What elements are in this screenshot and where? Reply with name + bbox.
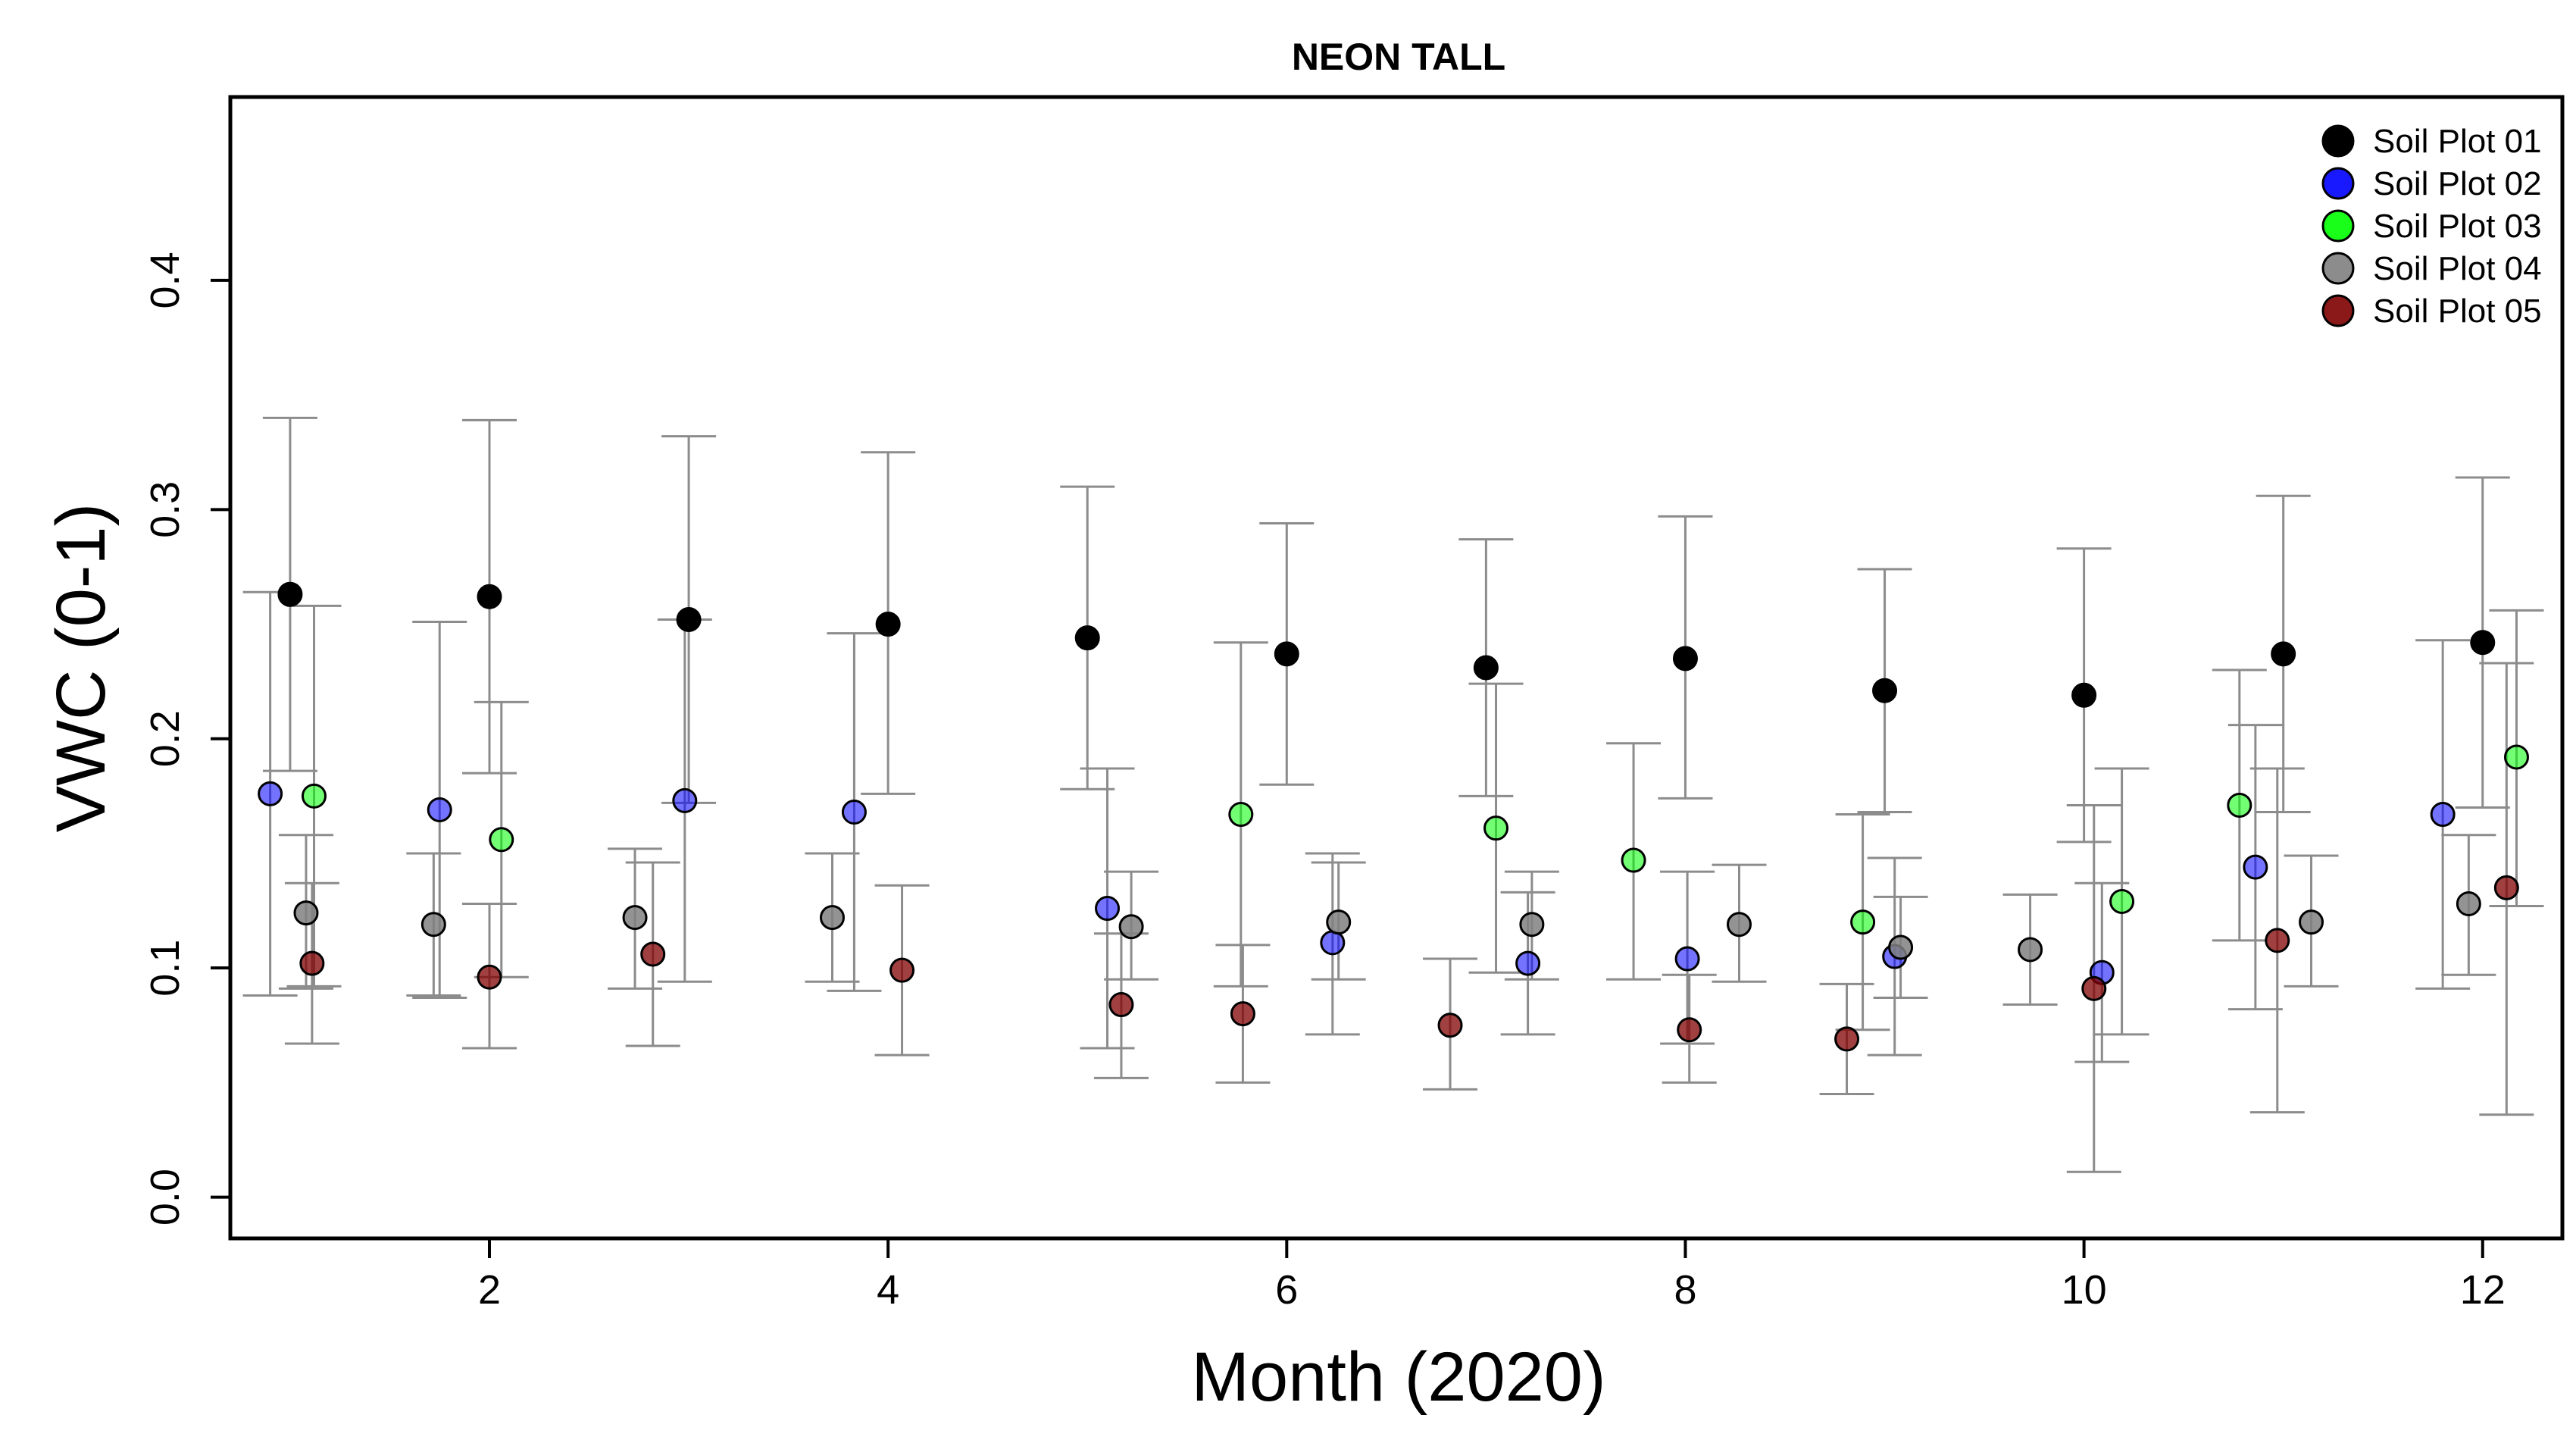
data-point-series-2 xyxy=(1095,896,1121,922)
data-point-series-4 xyxy=(1118,914,1144,940)
data-point-series-1 xyxy=(2470,630,2496,656)
legend-item: Soil Plot 04 xyxy=(2321,250,2542,287)
data-point-series-5 xyxy=(640,941,666,967)
legend: Soil Plot 01 Soil Plot 02 Soil Plot 03 Soil… xyxy=(2321,123,2542,330)
data-point-series-2 xyxy=(1674,946,1700,972)
x-tick-label: 2 xyxy=(478,1267,501,1313)
legend-label: Soil Plot 04 xyxy=(2373,250,2542,287)
legend-marker xyxy=(2321,167,2355,200)
legend-marker xyxy=(2321,209,2355,243)
data-point-series-2 xyxy=(2243,854,2268,880)
data-point-series-1 xyxy=(477,584,502,609)
data-point-series-2 xyxy=(1515,950,1541,976)
data-point-series-1 xyxy=(2071,682,2097,708)
y-tick-label: 0.3 xyxy=(142,481,188,538)
data-point-series-1 xyxy=(676,606,702,632)
data-point-series-3 xyxy=(489,827,514,853)
data-point-series-5 xyxy=(1230,1001,1255,1027)
legend-marker xyxy=(2321,252,2355,285)
data-point-series-4 xyxy=(1326,909,1352,935)
data-point-series-2 xyxy=(1320,930,1346,956)
data-point-series-5 xyxy=(1108,992,1134,1018)
data-point-series-4 xyxy=(2299,909,2324,935)
data-point-series-1 xyxy=(1473,655,1499,681)
legend-marker xyxy=(2321,124,2355,158)
data-point-series-1 xyxy=(1672,646,1698,671)
x-tick-label: 8 xyxy=(1674,1267,1696,1313)
data-point-series-3 xyxy=(1228,802,1254,828)
data-point-series-3 xyxy=(2503,744,2529,770)
y-tick-label: 0.2 xyxy=(142,710,188,767)
data-point-series-4 xyxy=(2456,891,2481,916)
legend-item: Soil Plot 02 xyxy=(2321,165,2542,202)
plot-frame xyxy=(228,95,2565,1241)
data-point-series-5 xyxy=(889,957,915,983)
data-point-series-5 xyxy=(1834,1026,1860,1052)
data-point-series-3 xyxy=(301,783,327,809)
data-point-series-2 xyxy=(672,787,698,813)
data-point-series-4 xyxy=(1726,912,1752,938)
data-point-series-4 xyxy=(1519,912,1545,938)
data-point-series-4 xyxy=(2018,937,2043,963)
data-point-series-3 xyxy=(1483,815,1509,841)
legend-label: Soil Plot 02 xyxy=(2373,165,2542,202)
axes: 2 4 6 8 10 12 0.0 0.1 0.2 0.3 0.4 xyxy=(142,252,2506,1313)
data-point-series-1 xyxy=(1274,641,1299,667)
y-tick-label: 0.1 xyxy=(142,940,188,997)
data-point-layer xyxy=(258,581,2529,1052)
data-point-series-5 xyxy=(299,950,325,976)
data-point-series-2 xyxy=(841,800,867,825)
legend-label: Soil Plot 03 xyxy=(2373,208,2542,245)
data-point-series-1 xyxy=(1074,625,1100,651)
data-point-series-2 xyxy=(2430,802,2456,828)
data-point-series-1 xyxy=(2271,641,2296,667)
data-point-series-4 xyxy=(420,912,446,938)
data-point-series-1 xyxy=(1872,678,1898,703)
data-point-series-4 xyxy=(622,905,648,931)
data-point-series-5 xyxy=(477,964,502,990)
x-tick-label: 12 xyxy=(2460,1267,2506,1313)
legend-item: Soil Plot 01 xyxy=(2321,123,2542,160)
x-tick-label: 4 xyxy=(877,1267,899,1313)
data-point-series-1 xyxy=(875,612,901,637)
data-point-series-4 xyxy=(293,900,319,926)
data-point-series-2 xyxy=(258,781,283,806)
data-point-series-5 xyxy=(2493,875,2519,900)
y-tick-label: 0.4 xyxy=(142,252,188,308)
legend-item: Soil Plot 05 xyxy=(2321,293,2542,330)
data-point-series-5 xyxy=(2265,928,2290,953)
data-point-series-3 xyxy=(1850,909,1876,935)
data-point-series-4 xyxy=(819,905,845,931)
legend-marker xyxy=(2321,294,2355,327)
data-point-series-2 xyxy=(427,797,452,822)
data-point-series-3 xyxy=(2227,792,2252,818)
data-point-series-1 xyxy=(277,581,303,607)
data-point-series-3 xyxy=(2109,888,2135,914)
legend-label: Soil Plot 05 xyxy=(2373,293,2542,330)
data-point-series-5 xyxy=(1677,1017,1702,1043)
y-axis-title: VWC (0-1) xyxy=(42,503,120,832)
error-bar-layer xyxy=(242,416,2544,1173)
chart-title: NEON TALL xyxy=(1292,36,1505,78)
x-tick-label: 6 xyxy=(1275,1267,1298,1313)
legend-item: Soil Plot 03 xyxy=(2321,208,2542,245)
data-point-series-5 xyxy=(2081,975,2107,1001)
data-point-series-5 xyxy=(1437,1013,1463,1038)
legend-label: Soil Plot 01 xyxy=(2373,123,2542,160)
x-axis-title: Month (2020) xyxy=(1191,1338,1605,1416)
data-point-series-3 xyxy=(1621,847,1646,873)
x-tick-label: 10 xyxy=(2062,1267,2107,1313)
y-tick-label: 0.0 xyxy=(142,1169,188,1226)
data-point-series-4 xyxy=(1888,934,1914,960)
